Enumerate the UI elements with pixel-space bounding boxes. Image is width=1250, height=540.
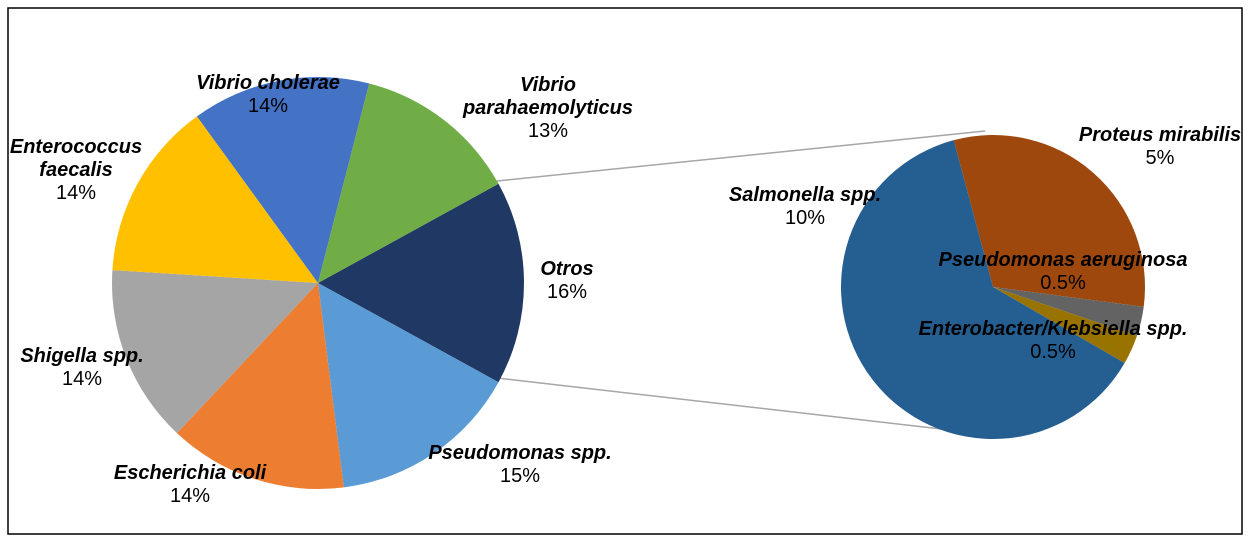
label-value: 5%	[1145, 147, 1175, 169]
label-value: 0.5%	[1030, 341, 1076, 363]
pie-slice	[318, 183, 524, 383]
label-value: 14%	[61, 368, 103, 390]
label-name: Vibrio cholerae	[196, 72, 340, 94]
pie-slice	[112, 270, 319, 434]
data-label: Shigella spp. 14%	[20, 345, 143, 391]
connector-line	[496, 377, 951, 431]
data-label: Vibrio parahaemolyticus 13%	[458, 74, 638, 143]
pie-slice	[112, 116, 318, 283]
label-name: Pseudomonas spp.	[428, 442, 612, 464]
pie-slice	[953, 135, 1145, 307]
pie-slice	[196, 77, 370, 283]
label-name: Escherichia coli	[113, 462, 267, 484]
label-name: Otros	[540, 258, 594, 280]
pie-slice	[318, 83, 499, 284]
data-label: Enterococcus faecalis 14%	[6, 136, 146, 205]
pie-slice	[841, 140, 1125, 440]
data-label: Escherichia coli 14%	[114, 462, 266, 508]
connector-line	[496, 130, 986, 182]
label-name: Shigella spp.	[20, 345, 144, 367]
label-value: 15%	[499, 465, 541, 487]
pie-slice	[318, 283, 499, 488]
label-value: 13%	[527, 120, 569, 142]
label-value: 14%	[247, 95, 289, 117]
label-value: 14%	[169, 485, 211, 507]
label-value: 16%	[546, 281, 588, 303]
label-name: Proteus mirabilis	[1078, 124, 1242, 146]
data-label: Salmonella spp. 10%	[729, 184, 881, 230]
data-label: Enterobacter/Klebsiella spp. 0.5%	[919, 318, 1188, 364]
pie-slice	[176, 283, 344, 490]
label-name: Pseudomonas aeruginosa	[938, 249, 1188, 271]
label-name: Enterobacter/Klebsiella spp.	[918, 318, 1188, 340]
label-name: Vibrio parahaemolyticus	[462, 74, 634, 119]
pie-slice	[993, 287, 1144, 336]
label-name: Enterococcus faecalis	[9, 136, 143, 181]
label-value: 14%	[55, 182, 97, 204]
data-label: Pseudomonas spp. 15%	[428, 442, 611, 488]
data-label: Proteus mirabilis 5%	[1079, 124, 1241, 170]
label-value: 10%	[784, 207, 826, 229]
data-label: Vibrio cholerae 14%	[196, 72, 340, 118]
label-name: Salmonella spp.	[728, 184, 882, 206]
pie-slice	[993, 287, 1137, 363]
data-label: Pseudomonas aeruginosa 0.5%	[939, 249, 1188, 295]
label-value: 0.5%	[1040, 272, 1086, 294]
data-label: Otros 16%	[540, 258, 593, 304]
